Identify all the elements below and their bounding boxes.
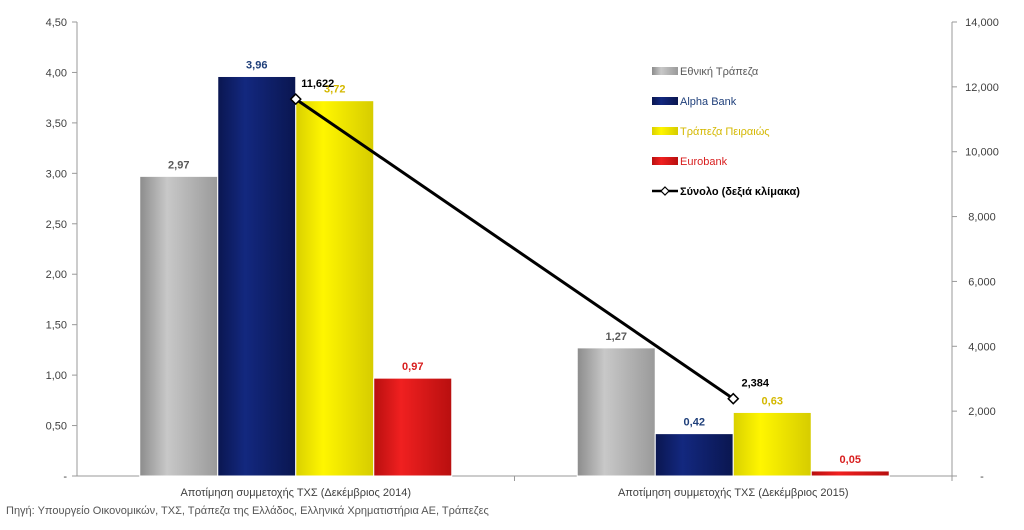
y2-tick-label: 6,000 [968, 276, 996, 288]
y-tick-label: 1,00 [46, 370, 67, 382]
y2-tick-label: 8,000 [968, 212, 996, 224]
y2-tick-label: 14,000 [965, 17, 999, 29]
y-tick-label: 2,00 [46, 269, 67, 281]
bar [217, 75, 297, 477]
total-line-marker [289, 93, 302, 106]
legend-label: Τράπεζα Πειραιώς [680, 126, 770, 138]
y2-tick-label: 12,000 [965, 82, 999, 94]
bar-data-label: 0,05 [840, 454, 861, 466]
total-line-data-label: 11,622 [301, 78, 334, 90]
total-line-path [294, 97, 735, 400]
bar-data-label: 2,97 [168, 159, 189, 171]
bar [139, 175, 219, 477]
legend-line-marker [660, 186, 670, 196]
bar-data-label: 3,96 [246, 59, 267, 71]
legend-swatch [652, 67, 678, 75]
bar [373, 377, 453, 477]
legend-label: Σύνολο (δεξιά κλίμακα) [680, 186, 800, 198]
bar-data-label: 0,97 [402, 361, 423, 373]
y-tick-label: 1,50 [46, 320, 67, 332]
y-tick-label: 0,50 [46, 421, 67, 433]
bar [576, 347, 656, 477]
y-tick-label: 3,00 [46, 168, 67, 180]
x-category-label: Αποτίμηση συμμετοχής ΤΧΣ (Δεκέμβριος 201… [618, 487, 849, 499]
y2-tick-label: 2,000 [968, 406, 996, 418]
bar [732, 411, 812, 477]
y-tick-label: - [63, 471, 67, 483]
bars: 2,97 1,27 3,96 0,42 3,72 0,63 0,97 0,05 [139, 59, 890, 477]
bar [654, 433, 734, 477]
total-line-data-label: 2,384 [741, 378, 769, 390]
bar-data-label: 3,72 [324, 84, 345, 96]
legend-swatch [652, 127, 678, 135]
bar-data-label: 0,42 [684, 417, 705, 429]
y-tick-label: 4,50 [46, 17, 67, 29]
y2-tick-label: 10,000 [965, 147, 999, 159]
legend-swatch [652, 157, 678, 165]
legend-label: Alpha Bank [680, 96, 737, 108]
legend-label: Εθνική Τράπεζα [680, 66, 759, 78]
bar-data-label: 0,63 [762, 395, 783, 407]
total-line-marker [727, 392, 740, 405]
y2-tick-label: - [980, 471, 984, 483]
bar [810, 470, 890, 477]
y-tick-label: 3,50 [46, 118, 67, 130]
total-line: 11,622 2,384 [289, 78, 770, 405]
source-note: Πηγή: Υπουργείο Οικονομικών, ΤΧΣ, Τράπεζ… [6, 505, 489, 517]
y-tick-label: 2,50 [46, 219, 67, 231]
x-category-label: Αποτίμηση συμμετοχής ΤΧΣ (Δεκέμβριος 201… [180, 487, 411, 499]
legend-swatch [652, 97, 678, 105]
axes: - 0,50 1,00 1,50 2,00 2,50 3,00 3,50 4,00 4,50 - 2,… [46, 17, 999, 499]
bar [295, 100, 375, 477]
legend-label: Eurobank [680, 156, 728, 168]
y-tick-label: 4,00 [46, 67, 67, 79]
legend: Εθνική Τράπεζα Alpha Bank Τράπεζα Πειραιώς… [652, 66, 800, 198]
y2-tick-label: 4,000 [968, 341, 996, 353]
bar-data-label: 1,27 [606, 331, 627, 343]
